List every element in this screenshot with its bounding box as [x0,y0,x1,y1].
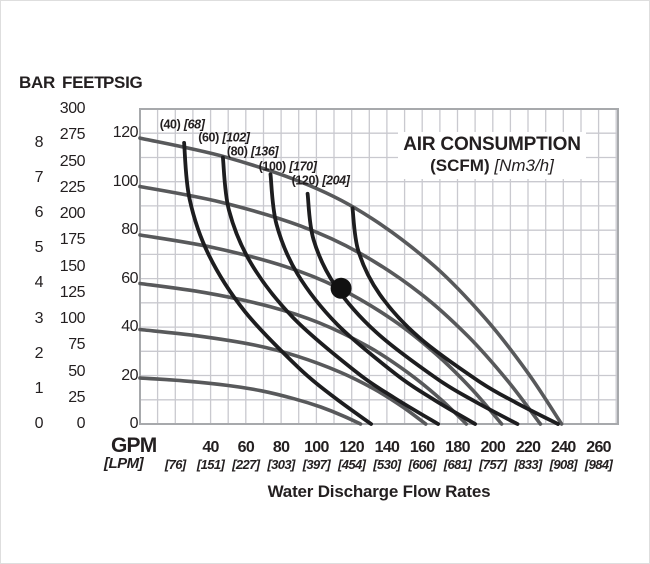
gpm-tick-label: 160 [409,439,435,456]
gpm-tick-label: 200 [480,439,506,456]
air-line-label-scfm: (60) [198,130,219,145]
feet-tick-label: 250 [59,152,86,170]
feet-tick-label: 300 [59,100,86,118]
feet-tick-label: 0 [76,415,86,432]
air-consumption-line-120scfm [350,206,560,426]
lpm-tick-label: [303] [267,457,295,472]
feet-tick-label: 225 [59,178,86,196]
water-pressure-curve-80psig [138,233,504,426]
air-consumption-line-60scfm [221,155,440,426]
gpm-tick-label: 140 [374,439,400,456]
psig-tick-label: 0 [129,415,139,432]
lpm-tick-label: [76] [164,457,186,472]
legend-units: (SCFM) [Nm3/h] [398,156,586,176]
feet-tick-label: 200 [59,205,86,223]
feet-tick-label: 100 [59,310,86,328]
feet-tick-label: 150 [59,257,86,275]
x-axis-title: Water Discharge Flow Rates [267,482,491,501]
gpm-tick-label: 180 [445,439,470,456]
psig-tick-label: 80 [121,221,138,239]
plot-frame [139,108,619,425]
gpm-tick-label: 240 [551,439,576,456]
feet-tick-label: 75 [68,336,85,354]
lpm-tick-label: [833] [514,457,542,472]
legend-scfm-unit: (SCFM) [430,155,490,175]
water-pressure-curve-100psig [138,184,543,426]
air-line-label-scfm: (80) [226,144,248,159]
air-line-label-100scfm: (100) [170] [259,160,317,173]
gpm-tick-label: 260 [586,439,611,456]
bar-tick-label: 8 [34,133,44,151]
air-line-label-80scfm: (80) [136] [226,144,279,159]
legend-nm3h-unit: [Nm3/h] [494,155,554,175]
lpm-tick-label: [151] [196,457,225,472]
feet-tick-label: 50 [68,362,85,380]
gpm-tick-label: 60 [237,439,255,456]
lpm-axis-label: [LPM] [104,455,144,472]
air-line-label-nm3h: [102] [222,130,250,145]
psig-tick-label: 20 [121,366,138,384]
air-line-label-60scfm: (60) [102] [198,130,250,145]
air-line-label-40scfm: (40) [68] [160,118,205,131]
gpm-tick-label: 220 [515,439,541,456]
air-line-label-nm3h: [204] [322,173,350,188]
bar-tick-label: 6 [34,204,44,222]
lpm-tick-label: [227] [232,457,260,472]
air-consumption-line-100scfm [305,191,520,426]
feet-axis-header: FEET [62,73,105,92]
psig-axis-header: PSIG [103,73,143,92]
feet-tick-label: 275 [59,126,86,144]
lpm-tick-label: [757] [479,457,507,472]
legend-title: AIR CONSUMPTION [403,134,581,155]
gpm-tick-label: 80 [272,439,290,456]
water-pressure-curve-20psig [138,376,363,426]
air-line-label-scfm: (120) [291,173,320,188]
bar-tick-label: 4 [34,274,44,292]
example-operating-point-dot [330,277,352,299]
bar-tick-label: 2 [34,344,44,362]
psig-tick-label: 40 [121,318,138,336]
gpm-axis-label: GPM [111,434,157,457]
lpm-tick-label: [530] [373,457,401,472]
feet-tick-label: 25 [68,388,85,406]
lpm-tick-label: [908] [549,457,578,472]
water-pressure-curve-40psig [138,327,428,426]
air-line-label-120scfm: (120) [204] [292,175,350,188]
bar-axis-header: BAR [19,73,55,92]
air-line-label-scfm: (40) [159,117,181,132]
air-line-label-nm3h: [68] [183,117,205,132]
air-line-label-nm3h: [136] [250,144,279,159]
bar-tick-label: 7 [34,168,44,186]
gpm-tick-label: 40 [202,439,219,456]
water-pressure-curve-60psig [138,281,469,426]
lpm-tick-label: [984] [584,457,613,472]
gpm-tick-label: 100 [304,439,329,456]
lpm-tick-label: [397] [302,457,331,472]
psig-tick-label: 60 [121,269,138,287]
lpm-tick-label: [606] [408,457,437,472]
lpm-tick-label: [681] [443,457,472,472]
air-consumption-line-80scfm [268,172,477,426]
bar-tick-label: 5 [34,239,44,257]
bar-tick-label: 3 [34,309,44,327]
bar-tick-label: 0 [34,415,44,432]
air-consumption-legend: AIR CONSUMPTION (SCFM) [Nm3/h] [398,132,586,180]
air-consumption-line-40scfm [182,141,373,426]
air-line-label-scfm: (100) [258,159,287,174]
psig-tick-label: 100 [112,172,139,190]
bar-tick-label: 1 [34,379,44,397]
lpm-tick-label: [454] [337,457,366,472]
gpm-tick-label: 120 [339,439,364,456]
feet-tick-label: 175 [59,231,86,249]
psig-tick-label: 120 [112,124,139,142]
air-line-label-nm3h: [170] [289,159,317,174]
feet-tick-label: 125 [59,283,86,301]
